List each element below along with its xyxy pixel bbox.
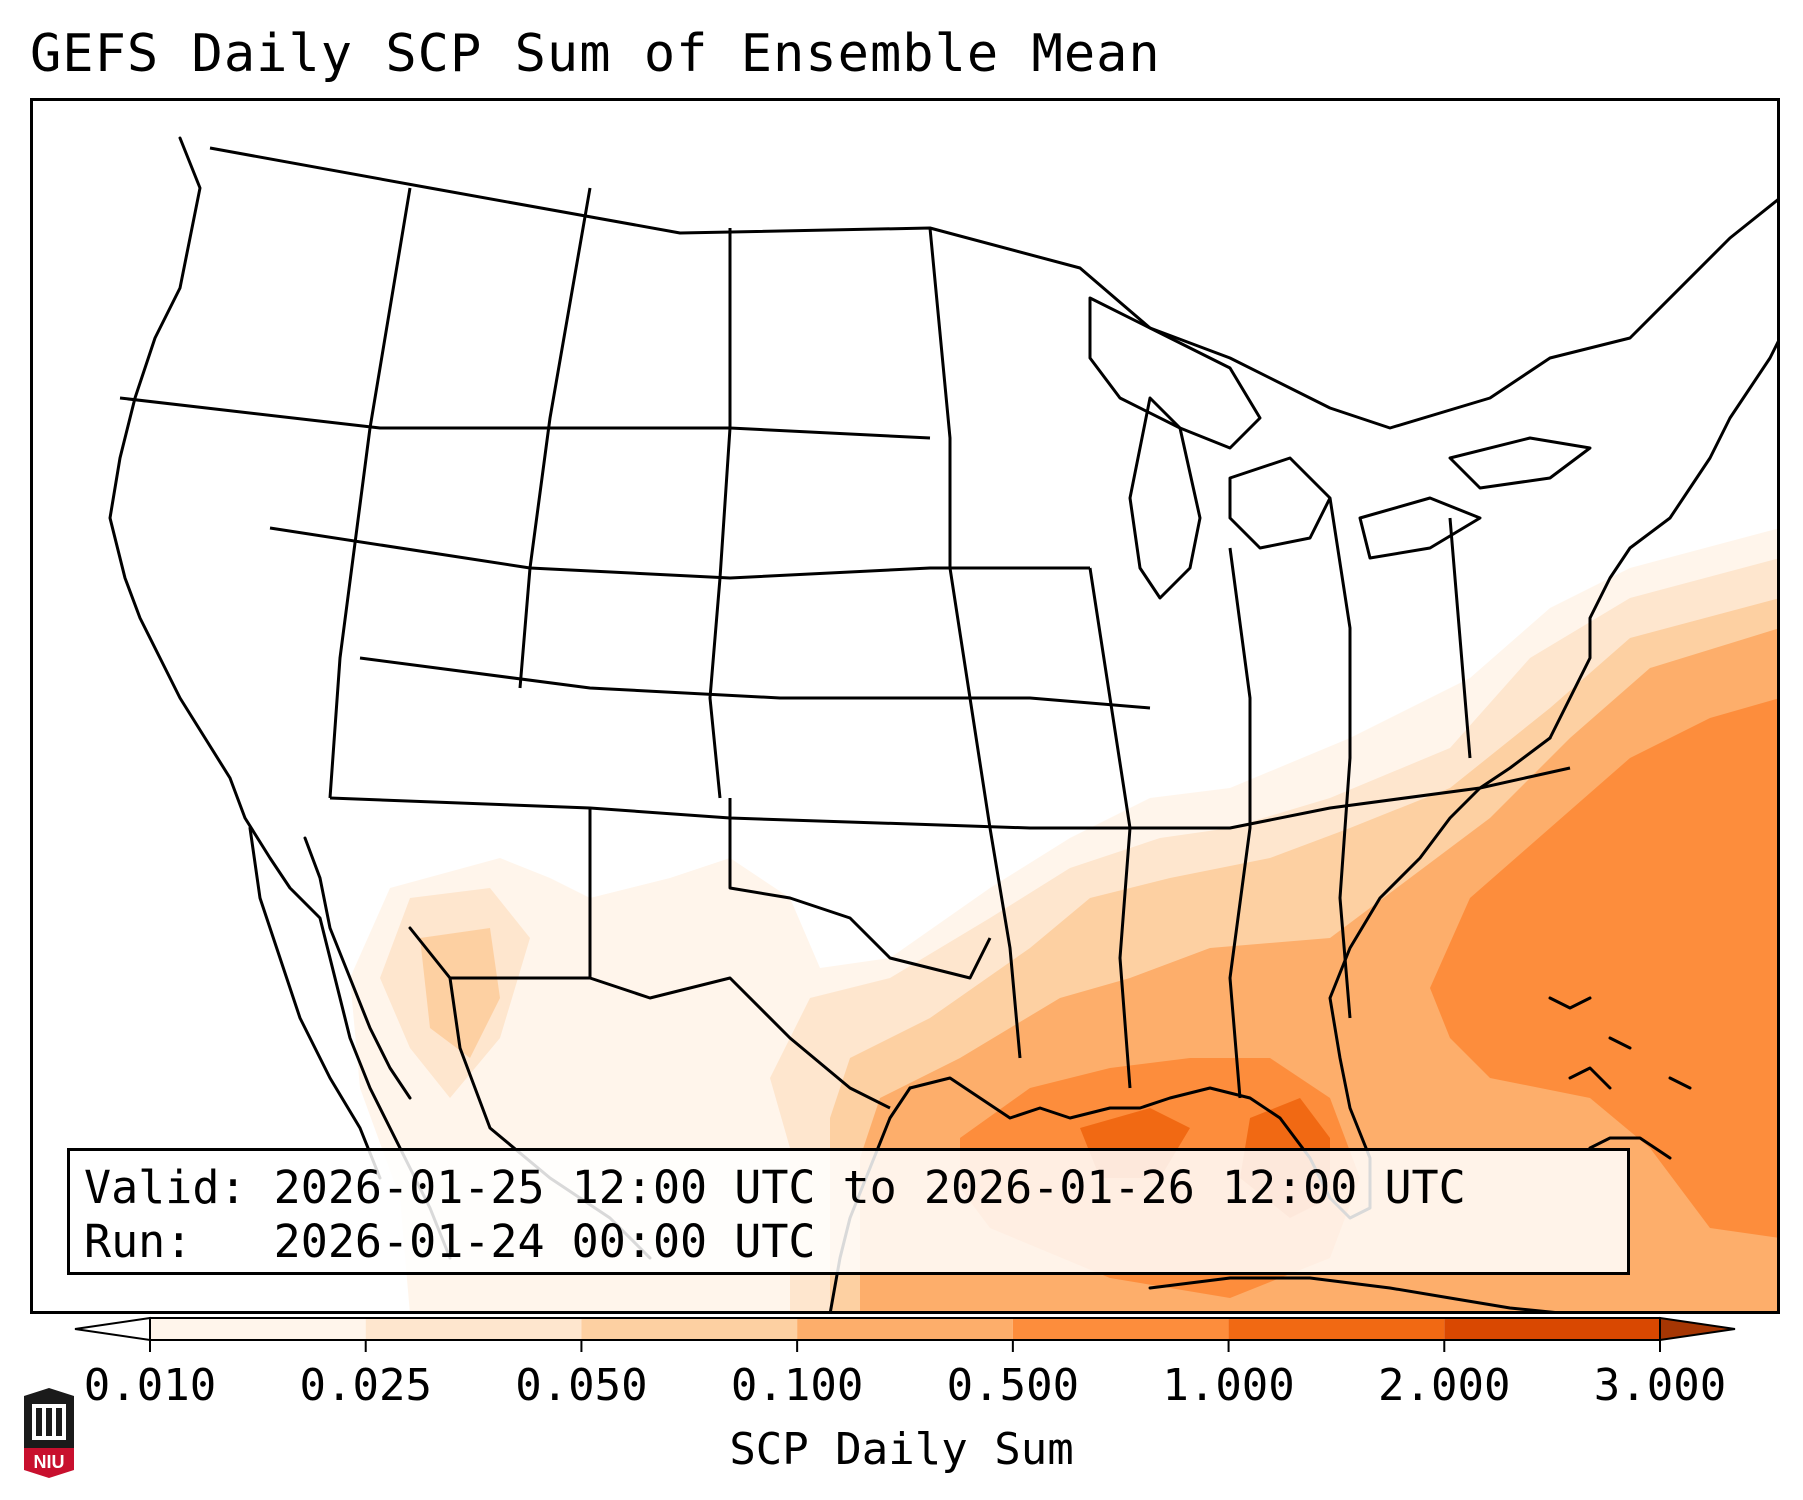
niu-logo: NIU [24, 1388, 74, 1478]
colorbar-tick-label: 0.010 [83, 1360, 217, 1411]
colorbar-tick-label: 0.100 [730, 1360, 864, 1411]
colorbar-tick-label: 3.000 [1593, 1360, 1727, 1411]
run-value: 2026-01-24 00:00 UTC [273, 1215, 816, 1268]
run-label: Run: [84, 1215, 193, 1268]
valid-label: Valid: [84, 1161, 247, 1214]
colorbar-segment [1444, 1318, 1660, 1340]
colorbar-label: SCP Daily Sum [729, 1424, 1074, 1475]
scp-shading-layer [350, 528, 1780, 1314]
valid-run-info-box: Valid: 2026-01-25 12:00 UTC to 2026-01-2… [67, 1148, 1630, 1275]
colorbar-segment [1012, 1318, 1229, 1340]
colorbar-tick-label: 0.025 [299, 1360, 432, 1411]
map-frame [30, 98, 1780, 1314]
state-boundaries-layer [119, 146, 1780, 1110]
colorbar [74, 1316, 1736, 1352]
logo-base [24, 1448, 74, 1478]
valid-value: 2026-01-25 12:00 UTC to 2026-01-26 12:00… [273, 1161, 1466, 1214]
colorbar-extend-low [74, 1316, 151, 1342]
valid-row: Valid: 2026-01-25 12:00 UTC to 2026-01-2… [84, 1161, 1627, 1215]
page-title: GEFS Daily SCP Sum of Ensemble Mean [30, 24, 1161, 84]
colorbar-extend-high [1659, 1316, 1736, 1342]
run-row: Run: 2026-01-24 00:00 UTC [84, 1215, 1627, 1269]
colorbar-tick-label: 0.500 [946, 1360, 1080, 1411]
colorbar-segment [581, 1318, 798, 1340]
colorbar-segment [797, 1318, 1013, 1340]
colorbar-segment [365, 1318, 582, 1340]
logo-text: NIU [34, 1452, 65, 1472]
colorbar-tick-label: 1.000 [1162, 1360, 1295, 1411]
colorbar-tick-label: 0.050 [515, 1360, 648, 1411]
colorbar-segment [1228, 1318, 1445, 1340]
colorbar-outline [149, 1317, 1661, 1341]
colorbar-segment [150, 1318, 366, 1340]
colorbar-tick-label: 2.000 [1378, 1360, 1511, 1411]
map-panel [30, 98, 1780, 1314]
